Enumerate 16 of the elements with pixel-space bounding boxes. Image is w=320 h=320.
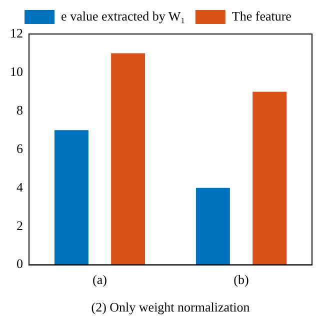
bar <box>54 130 88 265</box>
y-tick-label: 0 <box>16 256 23 272</box>
bar <box>196 188 230 265</box>
y-tick-label: 12 <box>10 25 23 40</box>
y-tick-label: 6 <box>16 140 24 156</box>
legend-label: The feature <box>232 8 292 24</box>
y-tick-label: 4 <box>16 179 24 194</box>
bar <box>252 92 287 265</box>
y-tick-label: 8 <box>16 102 23 118</box>
bar <box>111 53 146 265</box>
x-axis-title: (2) Only weight normalization <box>91 300 250 315</box>
y-tick-label: 10 <box>10 64 23 79</box>
legend-label: e value extracted by W₁ <box>61 8 186 24</box>
x-tick-label: (b) <box>234 272 249 288</box>
x-tick-label: (a) <box>92 272 107 288</box>
y-tick-label: 2 <box>16 218 23 233</box>
